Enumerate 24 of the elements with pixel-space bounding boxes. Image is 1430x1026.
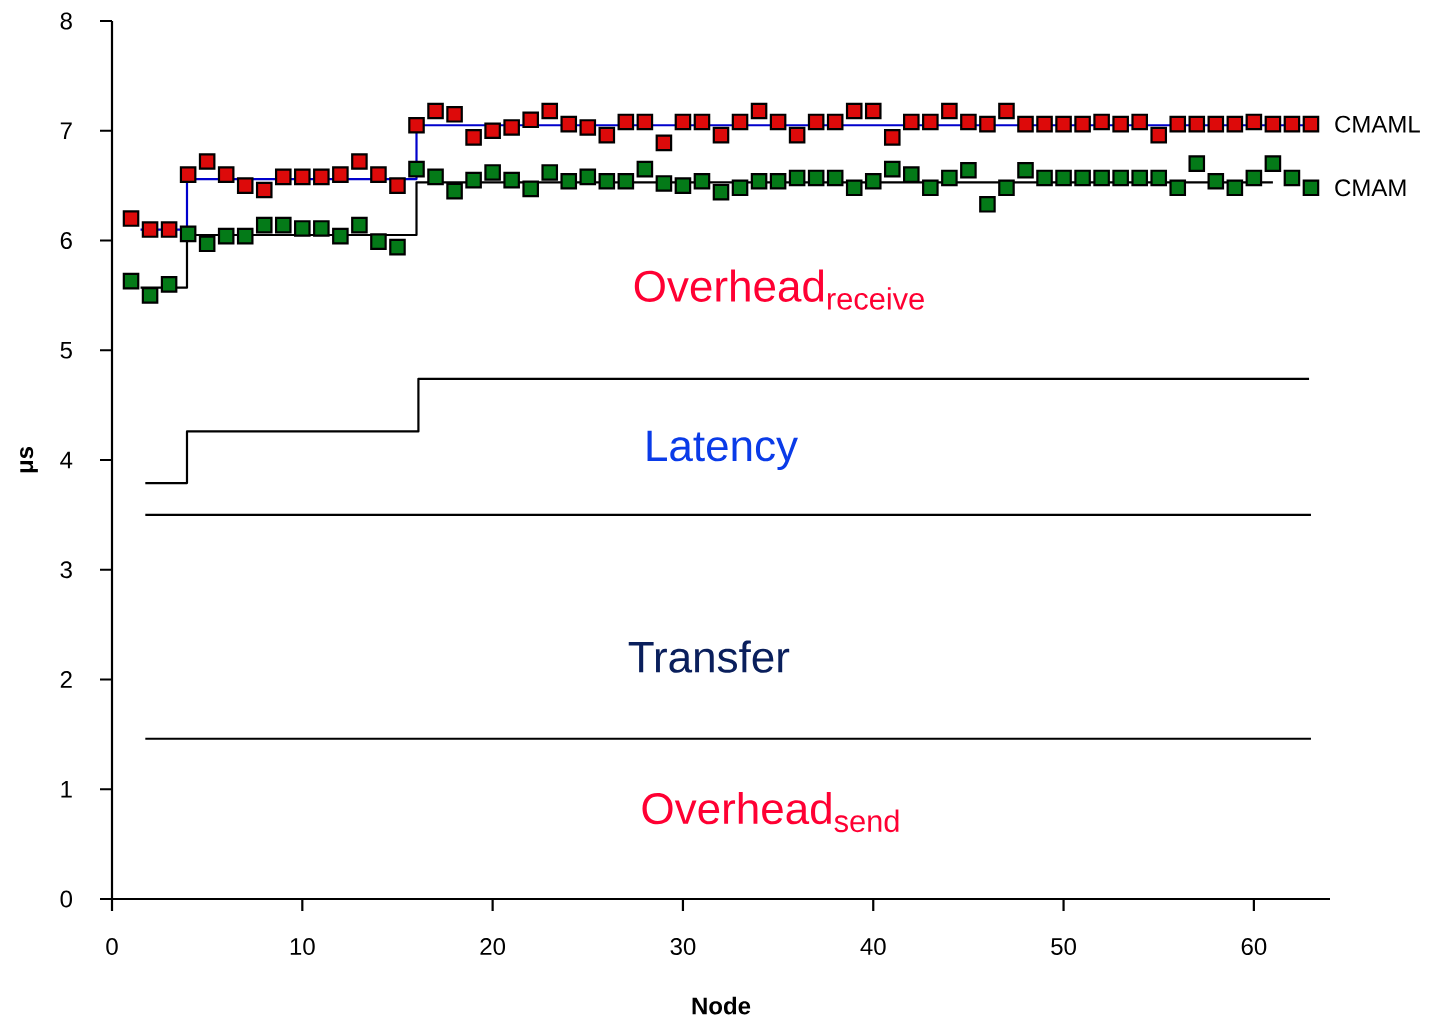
y-tick-label: 3 xyxy=(60,561,72,579)
series-label: CMAML xyxy=(1335,115,1420,133)
y-tick-label: 5 xyxy=(60,341,72,359)
x-tick-label: 20 xyxy=(480,938,506,956)
x-tick-label: 30 xyxy=(670,938,696,956)
x-tick-label: 40 xyxy=(860,938,886,956)
annotation: Overhead$_{send}$ xyxy=(642,791,899,833)
x-axis-title: Node xyxy=(692,996,751,1015)
y-tick-label: 4 xyxy=(60,451,73,469)
annotation: Latency xyxy=(647,430,798,471)
series-label: CMAM xyxy=(1335,179,1406,197)
x-tick-label: 60 xyxy=(1241,938,1267,956)
y-tick-label: 6 xyxy=(60,232,72,249)
x-tick-label: 50 xyxy=(1051,938,1076,956)
annotation: Transfer xyxy=(628,640,790,673)
y-tick-label: 1 xyxy=(61,781,72,798)
annotation: Overhead$_{receive}$ xyxy=(634,269,924,310)
x-tick-label: 0 xyxy=(106,938,118,956)
y-tick-label: 2 xyxy=(60,671,72,688)
y-tick-label: 8 xyxy=(60,12,72,30)
y-axis-title: μs xyxy=(20,446,38,473)
x-tick-label: 10 xyxy=(290,938,315,956)
y-tick-label: 0 xyxy=(60,890,73,908)
y-tick-label: 7 xyxy=(60,122,72,140)
